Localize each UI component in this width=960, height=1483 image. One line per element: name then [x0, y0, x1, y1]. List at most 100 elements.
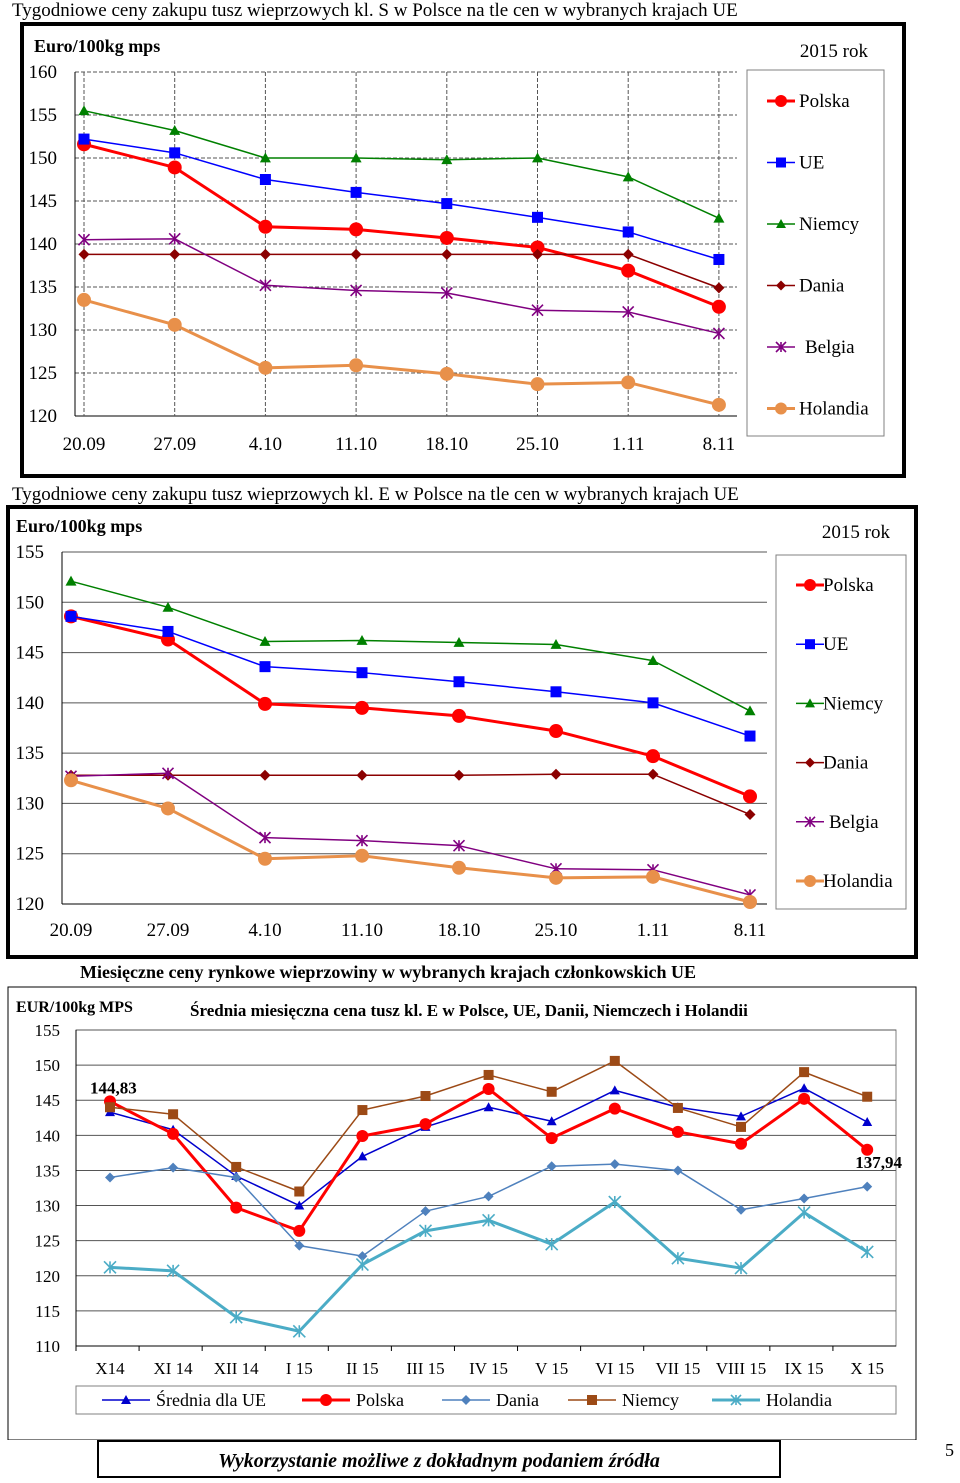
chart3-point: [105, 1172, 115, 1183]
chart3-point: [734, 1261, 748, 1275]
chart3-point: [420, 1091, 431, 1102]
chart1-xtick-label: 11.10: [335, 434, 377, 455]
chart3-point: [799, 1083, 810, 1093]
chart1-point: [532, 248, 543, 260]
chart2-point: [744, 808, 756, 820]
chart3-point: [168, 1109, 179, 1120]
chart3-ytick-label: 110: [35, 1337, 60, 1356]
chart1-point: [258, 360, 273, 375]
chart3-xtick-label: II 15: [346, 1359, 379, 1378]
chart1-legend-swatch-marker: [775, 341, 787, 353]
chart2-point: [356, 769, 368, 781]
chart2-point: [646, 869, 660, 884]
chart3-point: [671, 1251, 685, 1265]
chart2-point: [743, 789, 757, 804]
chart3-series-line-3: [109, 1060, 868, 1193]
chart2-legend-title: 2015 rok: [822, 522, 891, 543]
chart3-point: [608, 1102, 621, 1115]
chart1-legend-label: UE: [799, 153, 824, 174]
chart1-series-line-1: [83, 138, 720, 261]
chart2-point: [356, 635, 368, 645]
chart1-point: [622, 226, 634, 238]
chart3-point: [546, 1086, 557, 1097]
chart2-ytick-label: 140: [16, 693, 45, 714]
chart3-point: [229, 1310, 243, 1324]
chart3-xtick-label: III 15: [406, 1359, 444, 1378]
chart3-ytick-label: 150: [35, 1056, 61, 1075]
chart2-title: Tygodniowe ceny zakupu tusz wieprzowych …: [12, 484, 739, 505]
chart1-point: [78, 133, 90, 145]
chart2-point: [259, 636, 271, 646]
chart1-legend-label: Holandia: [799, 399, 869, 420]
chart3-point: [419, 1118, 432, 1131]
chart1-point: [532, 211, 543, 223]
chart3-xtick-label: V 15: [535, 1359, 568, 1378]
chart2-point: [65, 575, 77, 586]
chart1-point: [439, 366, 454, 381]
chart1-point: [77, 233, 91, 246]
chart2-ytick-label: 155: [16, 542, 45, 563]
chart1-legend-swatch-marker: [775, 402, 787, 415]
chart1-point: [259, 279, 272, 292]
chart2-xtick-label: 4.10: [248, 920, 281, 941]
chart1-xtick-label: 27.09: [153, 434, 196, 455]
chart2-point: [452, 860, 466, 875]
chart1-ytick-label: 120: [29, 406, 58, 427]
chart1-point: [350, 186, 362, 198]
chart1-point: [621, 263, 636, 278]
chart2-point: [549, 724, 563, 739]
chart1-legend-label: Niemcy: [799, 214, 860, 235]
chart2-series-line-4: [70, 772, 751, 896]
chart3-point: [483, 1102, 494, 1112]
chart3-xtick-label: X14: [95, 1359, 125, 1378]
chart2-point: [258, 851, 272, 866]
chart1-point: [350, 152, 362, 163]
chart2-xtick-label: 20.09: [50, 920, 93, 941]
chart2-point: [453, 676, 465, 688]
chart3-point: [230, 1201, 243, 1214]
chart1-point: [77, 292, 91, 307]
chart1-point: [622, 171, 634, 182]
page-number: 5: [945, 1440, 954, 1460]
chart2-point: [647, 768, 659, 780]
chart2-series-line-0: [70, 614, 751, 798]
chart2-point: [453, 769, 465, 781]
chart3-point: [860, 1245, 874, 1259]
chart1-ytick-label: 160: [29, 62, 58, 83]
chart2-ytick-label: 120: [16, 894, 45, 915]
chart1-point: [713, 212, 725, 223]
chart1-series-line-0: [83, 142, 720, 309]
chart1-frame: [20, 22, 906, 478]
chart3-point: [798, 1092, 811, 1105]
chart1-ytick-label: 155: [29, 105, 58, 126]
chart3-point: [608, 1195, 622, 1209]
chart3-point: [736, 1204, 746, 1215]
chart3-xtick-label: IV 15: [469, 1359, 508, 1378]
chart2-ytick-label: 130: [16, 793, 45, 814]
chart2-point: [161, 767, 175, 780]
chart3-legend-label: Holandia: [766, 1390, 832, 1410]
chart2-point: [452, 708, 466, 723]
chart2-point: [161, 801, 175, 816]
chart1-point: [440, 286, 453, 300]
chart3-xtick-label: IX 15: [784, 1359, 823, 1378]
chart3-point: [609, 1055, 620, 1066]
chart3-point: [545, 1132, 558, 1145]
chart3-point: [736, 1121, 746, 1132]
chart1-legend-title: 2015 rok: [800, 41, 869, 62]
chart1-point: [439, 230, 454, 245]
chart3-ytick-label: 135: [35, 1161, 61, 1180]
chart3-ytick-label: 130: [35, 1197, 61, 1216]
chart2-xtick-label: 27.09: [147, 920, 190, 941]
chart1-title: Tygodniowe ceny zakupu tusz wieprzowych …: [12, 0, 738, 21]
chart1-point: [621, 375, 636, 390]
chart1-point: [441, 154, 453, 165]
chart3-legend-label: Polska: [356, 1390, 404, 1410]
chart1-xtick-label: 1.11: [612, 434, 645, 455]
chart2-point: [65, 610, 77, 622]
chart3-xtick-label: VI 15: [595, 1359, 634, 1378]
chart1-point: [712, 327, 725, 340]
chart2-point: [355, 848, 369, 863]
chart1-legend-swatch-marker: [776, 157, 786, 168]
